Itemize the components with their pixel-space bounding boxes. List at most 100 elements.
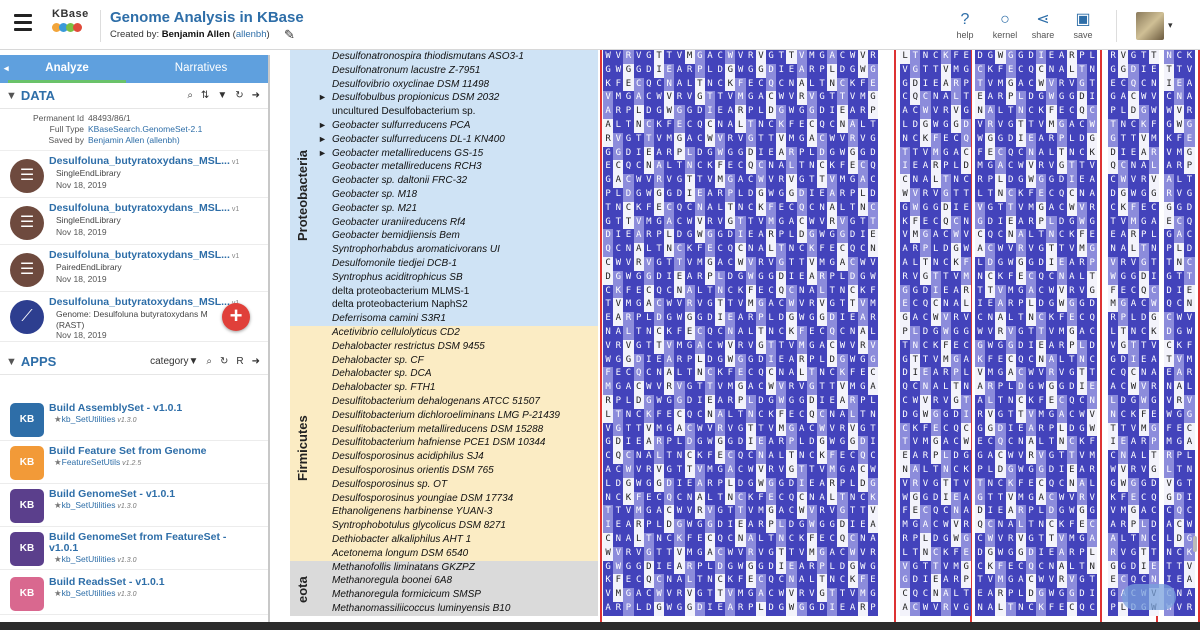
data-object[interactable]: ☰ Desulfoluna_butyratoxydans_MSL... v1 Pai…: [0, 245, 268, 292]
refresh-icon[interactable]: ↻: [219, 356, 229, 367]
meta-value[interactable]: KBaseSearch.GenomeSet-2.1: [88, 124, 203, 134]
star-icon[interactable]: ★: [54, 500, 62, 510]
species-row[interactable]: Geobacter metallireducens RCH3: [316, 160, 598, 175]
filter-icon[interactable]: ▼: [217, 90, 228, 101]
object-name[interactable]: Desulfoluna_butyratoxydans_MSL... v1: [49, 296, 239, 308]
species-row[interactable]: Dethiobacter alkaliphilus AHT 1: [316, 533, 598, 547]
scrollbar[interactable]: [1193, 536, 1197, 552]
collapse-left-icon[interactable]: ◂: [4, 63, 9, 73]
app-module[interactable]: ★kb_SetUtilities v1.3.0: [54, 500, 137, 511]
species-row[interactable]: Dehalobacter restrictus DSM 9455: [316, 339, 598, 354]
species-row[interactable]: Syntrophus aciditrophicus SB: [316, 270, 598, 285]
species-row[interactable]: Syntrophorhabdus aromaticivorans UI: [316, 243, 598, 257]
species-row[interactable]: Methanoregula boonei 6A8: [316, 574, 598, 589]
creator-username-link[interactable]: allenbh: [235, 29, 267, 40]
app-module[interactable]: ★kb_SetUtilities v1.3.0: [54, 588, 137, 599]
species-row[interactable]: Desulfitobacterium metallireducens DSM 1…: [316, 422, 598, 437]
data-object[interactable]: ☰ Desulfoluna_butyratoxydans_MSL... v1 Sin…: [0, 198, 268, 245]
refresh-icon[interactable]: ↻: [235, 90, 244, 101]
app-name[interactable]: Build GenomeSet from FeatureSet -: [49, 531, 227, 543]
star-icon[interactable]: ★: [54, 414, 62, 424]
tab-narratives[interactable]: Narratives: [134, 55, 268, 83]
species-row[interactable]: delta proteobacterium NaphS2: [316, 298, 598, 313]
share-button[interactable]: ⋖ share: [1024, 10, 1062, 40]
species-row[interactable]: Dehalobacter sp. DCA: [316, 367, 598, 382]
species-row[interactable]: Desulfomonile tiedjei DCB-1: [316, 257, 598, 271]
arrow-right-icon[interactable]: ➜: [251, 356, 260, 367]
species-row[interactable]: ► Geobacter sulfurreducens DL-1 KN400: [316, 132, 598, 147]
category-dropdown[interactable]: category▼: [150, 356, 199, 367]
app-name[interactable]: Build Feature Set from Genome: [49, 445, 207, 457]
tab-analyze[interactable]: ◂ Analyze: [0, 55, 134, 83]
species-row[interactable]: Geobacter sp. M18: [316, 188, 598, 202]
species-row[interactable]: ► Desulfobulbus propionicus DSM 2032: [316, 91, 598, 106]
menu-icon[interactable]: [14, 14, 32, 31]
species-row[interactable]: delta proteobacterium MLMS-1: [316, 284, 598, 299]
species-row[interactable]: Desulfonatronum lacustre Z-7951: [316, 63, 598, 78]
app-name[interactable]: Build AssemblySet - v1.0.1: [49, 402, 183, 414]
species-row[interactable]: Desulfosporosinus youngiae DSM 17734: [316, 491, 598, 506]
species-row[interactable]: Desulfosporosinus acidiphilus SJ4: [316, 450, 598, 464]
species-row[interactable]: Desulfosporosinus orientis DSM 765: [316, 464, 598, 478]
app-item[interactable]: KB Build Feature Set from Genome ★FeatureS…: [0, 441, 268, 484]
app-name[interactable]: Build ReadsSet - v1.0.1: [49, 576, 165, 588]
kbase-logo[interactable]: KBase: [52, 8, 92, 42]
floating-control[interactable]: [1122, 584, 1176, 610]
app-module[interactable]: ★kb_SetUtilities v1.3.0: [54, 414, 137, 425]
sort-icon[interactable]: ⇅: [200, 90, 210, 101]
species-row[interactable]: ► Geobacter sulfurreducens PCA: [316, 119, 598, 133]
species-row[interactable]: uncultured Desulfobacterium sp.: [316, 105, 598, 119]
edit-pencil-icon[interactable]: ✎: [284, 27, 295, 42]
species-row[interactable]: Desulfonatronospira thiodismutans ASO3-1: [316, 50, 598, 64]
chevron-down-icon[interactable]: ▾: [1168, 20, 1173, 30]
species-row[interactable]: Acetonema longum DSM 6540: [316, 546, 598, 561]
species-row[interactable]: Deferrisoma camini S3R1: [316, 312, 598, 326]
kernel-button[interactable]: ○ kernel: [986, 10, 1024, 40]
app-item[interactable]: KB Build AssemblySet - v1.0.1 ★kb_SetUtili…: [0, 398, 268, 441]
species-row[interactable]: Geobacter bemidjiensis Bem: [316, 229, 598, 244]
app-item[interactable]: KB Build GenomeSet - v1.0.1 ★kb_SetUtiliti…: [0, 484, 268, 527]
species-row[interactable]: Geobacter sp. M21: [316, 201, 598, 216]
species-row[interactable]: Desulfovibrio oxyclinae DSM 11498: [316, 77, 598, 92]
object-name[interactable]: Desulfoluna_butyratoxydans_MSL... v1: [49, 202, 239, 214]
species-row[interactable]: Geobacter sp. daltonii FRC-32: [316, 174, 598, 188]
species-row[interactable]: ► Geobacter metallireducens GS-15: [316, 146, 598, 161]
species-row[interactable]: Methanomassiliicoccus luminyensis B10: [316, 602, 598, 616]
species-row[interactable]: Ethanoligenens harbinense YUAN-3: [316, 505, 598, 520]
species-row[interactable]: Acetivibrio cellulolyticus CD2: [316, 326, 598, 340]
avatar[interactable]: [1136, 12, 1164, 40]
species-row[interactable]: Syntrophobotulus glycolicus DSM 8271: [316, 519, 598, 533]
species-row[interactable]: Desulfitobacterium dichloroeliminans LMG…: [316, 408, 598, 423]
species-row[interactable]: Dehalobacter sp. FTH1: [316, 381, 598, 395]
star-icon[interactable]: ★: [54, 554, 62, 564]
apps-panel-header[interactable]: ▼ APPS category▼ ⌕ ↻ R ➜: [0, 349, 268, 375]
search-icon[interactable]: ⌕: [187, 90, 193, 101]
species-row[interactable]: Methanoregula formicicum SMSP: [316, 588, 598, 602]
object-name[interactable]: Desulfoluna_butyratoxydans_MSL... v1: [49, 155, 239, 167]
search-icon[interactable]: ⌕: [206, 356, 212, 367]
chevron-down-icon[interactable]: ▼: [6, 355, 17, 368]
app-item[interactable]: KB Build GenomeSet from FeatureSet - v1.0.…: [0, 527, 268, 570]
star-icon[interactable]: ★: [54, 457, 62, 467]
data-object[interactable]: ☰ Desulfoluna_butyratoxydans_MSL... v1 Sin…: [0, 151, 268, 198]
object-name[interactable]: Desulfoluna_butyratoxydans_MSL... v1: [49, 249, 239, 261]
app-item[interactable]: KB Build ReadsSet - v1.0.1 ★kb_SetUtilitie…: [0, 572, 268, 615]
data-panel-header[interactable]: ▼ DATA ⌕ ⇅ ▼ ↻ ➜: [0, 83, 268, 109]
narrative-title[interactable]: Genome Analysis in KBase: [110, 9, 304, 26]
species-row[interactable]: Desulfosporosinus sp. OT: [316, 477, 598, 492]
add-data-button[interactable]: +: [222, 303, 250, 331]
species-row[interactable]: Desulfitobacterium hafniense PCE1 DSM 10…: [316, 436, 598, 451]
arrow-right-icon[interactable]: ➜: [251, 90, 260, 101]
app-module[interactable]: ★FeatureSetUtils v1.2.5: [54, 457, 141, 468]
help-button[interactable]: ? help: [946, 10, 984, 40]
save-button[interactable]: ▣ save: [1064, 10, 1102, 40]
star-icon[interactable]: ★: [54, 588, 62, 598]
species-row[interactable]: Methanofollis liminatans GKZPZ: [316, 560, 598, 575]
r-icon[interactable]: R: [236, 356, 244, 367]
meta-value[interactable]: Benjamin Allen (allenbh): [88, 135, 180, 145]
app-module[interactable]: ★kb_SetUtilities v1.3.0: [54, 554, 137, 565]
species-row[interactable]: Desulfitobacterium dehalogenans ATCC 515…: [316, 395, 598, 409]
app-name[interactable]: Build GenomeSet - v1.0.1: [49, 488, 176, 500]
species-row[interactable]: Geobacter uraniireducens Rf4: [316, 215, 598, 230]
species-row[interactable]: Dehalobacter sp. CF: [316, 353, 598, 368]
